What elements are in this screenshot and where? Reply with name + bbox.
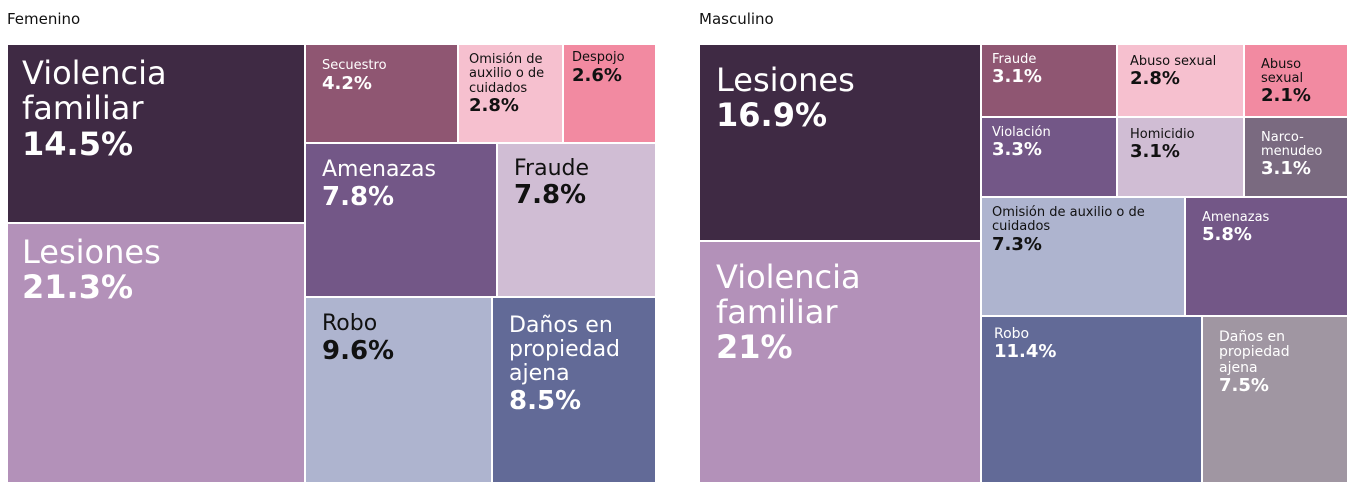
treemap-tile: Daños en propiedad ajena 8.5% [492, 297, 656, 483]
treemap-tile: Robo 11.4% [981, 316, 1202, 483]
treemap-tile: Fraude 3.1% [981, 44, 1117, 117]
tile-label: Omisión de auxilio o de cuidados [469, 52, 545, 96]
treemap-tile: Omisión de auxilio o de cuidados 2.8% [458, 44, 563, 143]
tile-value: 7.8% [322, 181, 395, 212]
treemap-tile: Daños en propiedad ajena 7.5% [1202, 316, 1348, 483]
tile-value: 7.8% [514, 179, 587, 210]
treemap-tile: Secuestro 4.2% [305, 44, 458, 143]
chart-title: Femenino [7, 10, 81, 28]
tile-label: Lesiones [22, 233, 161, 272]
tile-value: 3.1% [1261, 158, 1311, 180]
treemap-tile: Despojo 2.6% [563, 44, 656, 143]
tile-label: Despojo [572, 50, 625, 66]
treemap-tile: Lesiones 21.3% [7, 223, 305, 483]
tile-value: 21.3% [22, 268, 134, 307]
tile-label: Narco-menudeo [1261, 129, 1323, 160]
treemap-tile: Omisión de auxilio o de cuidados 7.3% [981, 197, 1185, 316]
tile-value: 14.5% [22, 124, 134, 163]
chart-title: Masculino [699, 10, 774, 28]
tile-value: 2.8% [469, 94, 519, 116]
tile-label: Fraude [514, 155, 590, 181]
tile-label: Omisión de auxilio o de cuidados [992, 205, 1145, 235]
tile-label: Robo [994, 325, 1030, 342]
tile-label: Daños en propiedad ajena [509, 313, 621, 387]
tile-label: Violación [992, 125, 1051, 140]
tile-value: 3.3% [992, 139, 1042, 161]
tile-value: 3.1% [1130, 140, 1180, 162]
treemap-tile: Robo 9.6% [305, 297, 492, 483]
tile-label: Homicidio [1130, 126, 1195, 142]
tile-label: Violencia familiar [716, 257, 861, 331]
treemap-tile: Homicidio 3.1% [1117, 117, 1244, 197]
tile-label: Lesiones [716, 60, 855, 99]
treemap-tile: Abuso sexual 2.1% [1244, 44, 1348, 117]
tile-value: 8.5% [509, 385, 582, 416]
treemap-tile: Violación 3.3% [981, 117, 1117, 197]
tile-value: 9.6% [322, 335, 395, 366]
tile-label: Amenazas [1202, 209, 1270, 225]
treemap-tile: Lesiones 16.9% [699, 44, 981, 241]
tile-value: 11.4% [994, 340, 1057, 362]
tile-label: Fraude [992, 52, 1037, 67]
tile-value: 21% [716, 327, 793, 366]
tile-label: Secuestro [322, 58, 387, 74]
treemap-tile: Fraude 7.8% [497, 143, 656, 297]
tile-value: 2.1% [1261, 85, 1311, 107]
treemap-tile: Amenazas 7.8% [305, 143, 497, 297]
tile-value: 3.1% [992, 66, 1042, 88]
tile-label: Amenazas [322, 157, 436, 183]
tile-value: 2.8% [1130, 67, 1180, 89]
tile-value: 7.5% [1219, 374, 1269, 396]
treemap-tile: Narco-menudeo 3.1% [1244, 117, 1348, 197]
tile-value: 4.2% [322, 72, 372, 94]
tile-value: 2.6% [572, 64, 622, 86]
tile-label: Abuso sexual [1261, 56, 1304, 87]
tile-value: 7.3% [992, 233, 1042, 255]
tile-label: Daños en propiedad ajena [1219, 328, 1290, 376]
tile-label: Robo [322, 311, 378, 337]
tile-label: Violencia familiar [22, 54, 167, 128]
treemap-tile: Abuso sexual 2.8% [1117, 44, 1244, 117]
treemap-tile: Amenazas 5.8% [1185, 197, 1348, 316]
tile-value: 5.8% [1202, 224, 1252, 246]
tile-value: 16.9% [716, 95, 828, 134]
treemap-tile: Violencia familiar 21% [699, 241, 981, 483]
treemap-tile: Violencia familiar 14.5% [7, 44, 305, 223]
tile-label: Abuso sexual [1130, 53, 1217, 69]
